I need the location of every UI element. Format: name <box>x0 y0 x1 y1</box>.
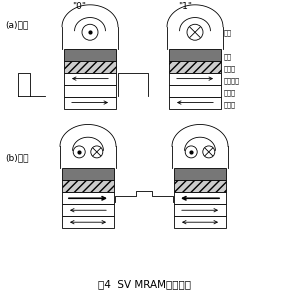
Bar <box>64 73 116 85</box>
Bar <box>62 204 114 216</box>
Text: (a)记录: (a)记录 <box>5 21 28 30</box>
Bar <box>64 97 116 108</box>
Text: "1": "1" <box>178 2 192 11</box>
Text: "0": "0" <box>72 2 86 11</box>
Circle shape <box>187 24 203 40</box>
Bar <box>62 168 114 180</box>
Bar <box>169 49 221 61</box>
Bar <box>62 192 114 204</box>
Text: 非磁层: 非磁层 <box>224 101 236 108</box>
Bar <box>169 61 221 73</box>
Text: 绝缘层: 绝缘层 <box>224 65 236 72</box>
Bar <box>62 216 114 228</box>
Circle shape <box>185 146 197 158</box>
Bar <box>169 97 221 108</box>
Bar <box>174 180 226 192</box>
Text: (b)读出: (b)读出 <box>5 154 28 162</box>
Bar <box>169 73 221 85</box>
Bar <box>174 192 226 204</box>
Text: 反铁磁层: 反铁磁层 <box>224 77 240 84</box>
Circle shape <box>73 146 85 158</box>
Bar <box>64 61 116 73</box>
Circle shape <box>82 24 98 40</box>
Bar <box>169 85 221 97</box>
Bar <box>64 49 116 61</box>
Bar <box>62 180 114 192</box>
Text: 钉扎层: 钉扎层 <box>224 89 236 96</box>
Circle shape <box>91 146 103 158</box>
Text: 字线: 字线 <box>224 29 232 35</box>
Circle shape <box>203 146 215 158</box>
Bar <box>174 216 226 228</box>
Bar <box>64 85 116 97</box>
Text: 图4  SV MRAM工作原理: 图4 SV MRAM工作原理 <box>99 279 191 289</box>
Text: 字线: 字线 <box>224 53 232 60</box>
Bar <box>174 168 226 180</box>
Bar <box>174 204 226 216</box>
